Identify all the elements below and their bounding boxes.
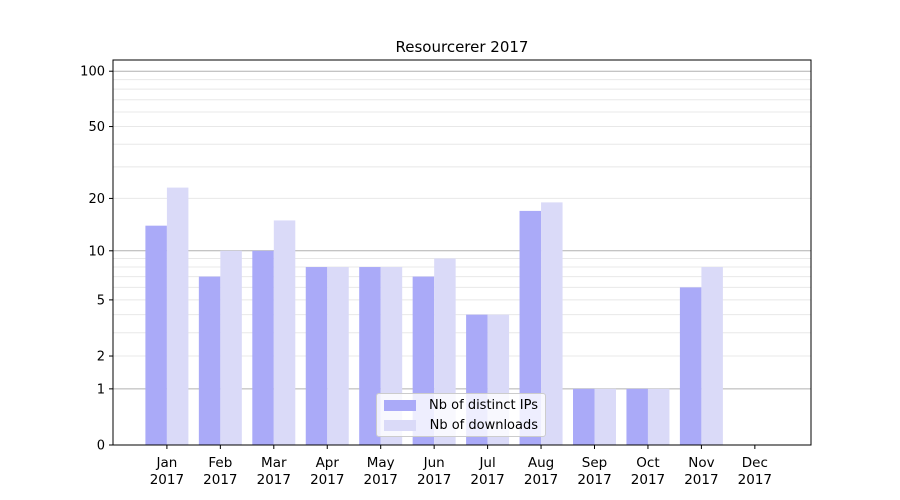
x-tick-year-dec: 2017: [738, 472, 772, 488]
x-tick-year-jul: 2017: [470, 472, 504, 488]
y-tick-label-20: 20: [88, 192, 105, 207]
y-tick-label-10: 10: [88, 244, 105, 259]
bar-feb-downloads: [220, 250, 242, 445]
bar-aug-downloads: [541, 202, 563, 445]
bar-apr-downloads: [327, 267, 349, 445]
x-tick-year-jun: 2017: [417, 472, 451, 488]
y-tick-label-5: 5: [97, 293, 105, 308]
legend-item-distinct-ips: Nb of distinct IPs: [384, 398, 538, 413]
bar-may-ips: [359, 267, 381, 445]
legend-item-downloads: Nb of downloads: [384, 418, 538, 433]
bar-feb-ips: [198, 276, 221, 445]
legend-label-distinct-ips: Nb of distinct IPs: [429, 397, 538, 413]
x-tick-year-sep: 2017: [577, 472, 611, 488]
y-tick-label-1: 1: [97, 382, 105, 397]
bar-jan-ips: [145, 225, 167, 445]
bar-nov-downloads: [701, 267, 723, 445]
x-tick-year-apr: 2017: [310, 472, 344, 488]
legend-swatch-distinct-ips: [384, 399, 416, 411]
bar-mar-downloads: [273, 220, 296, 445]
x-tick-year-aug: 2017: [524, 472, 558, 488]
y-tick-label-2: 2: [97, 350, 105, 365]
x-tick-label-nov: Nov: [688, 455, 714, 471]
x-tick-year-jan: 2017: [150, 472, 184, 488]
bar-nov-ips: [679, 287, 702, 445]
x-tick-year-nov: 2017: [684, 472, 718, 488]
x-tick-label-mar: Mar: [261, 455, 287, 471]
y-tick-label-0: 0: [97, 439, 105, 454]
x-tick-label-aug: Aug: [528, 455, 554, 471]
x-tick-label-apr: Apr: [316, 455, 340, 471]
bar-oct-ips: [626, 388, 648, 445]
plot-border: [112, 59, 812, 446]
bar-aug-ips: [519, 210, 542, 445]
bar-oct-downloads: [647, 388, 670, 445]
chart-title: Resourcerer 2017: [395, 38, 529, 56]
y-tick-label-50: 50: [88, 120, 105, 135]
x-tick-label-jun: Jun: [423, 455, 445, 471]
x-tick-year-oct: 2017: [631, 472, 665, 488]
x-tick-label-sep: Sep: [582, 455, 607, 471]
bar-apr-ips: [305, 267, 328, 445]
legend: Nb of distinct IPs Nb of downloads: [376, 393, 546, 437]
legend-swatch-downloads: [384, 419, 416, 431]
x-tick-label-jan: Jan: [155, 455, 177, 471]
y-tick-label-100: 100: [80, 65, 105, 80]
x-tick-label-may: May: [367, 455, 395, 471]
legend-label-downloads: Nb of downloads: [429, 417, 538, 433]
x-tick-label-oct: Oct: [636, 455, 659, 471]
x-tick-label-jul: Jul: [478, 455, 495, 471]
x-tick-year-mar: 2017: [257, 472, 291, 488]
bar-jan-downloads: [166, 187, 189, 445]
bar-mar-ips: [252, 250, 274, 445]
x-tick-year-may: 2017: [364, 472, 398, 488]
bar-sep-ips: [573, 388, 595, 445]
x-tick-year-feb: 2017: [203, 472, 237, 488]
x-tick-label-dec: Dec: [742, 455, 768, 471]
x-tick-label-feb: Feb: [208, 455, 232, 471]
bar-sep-downloads: [594, 388, 616, 445]
